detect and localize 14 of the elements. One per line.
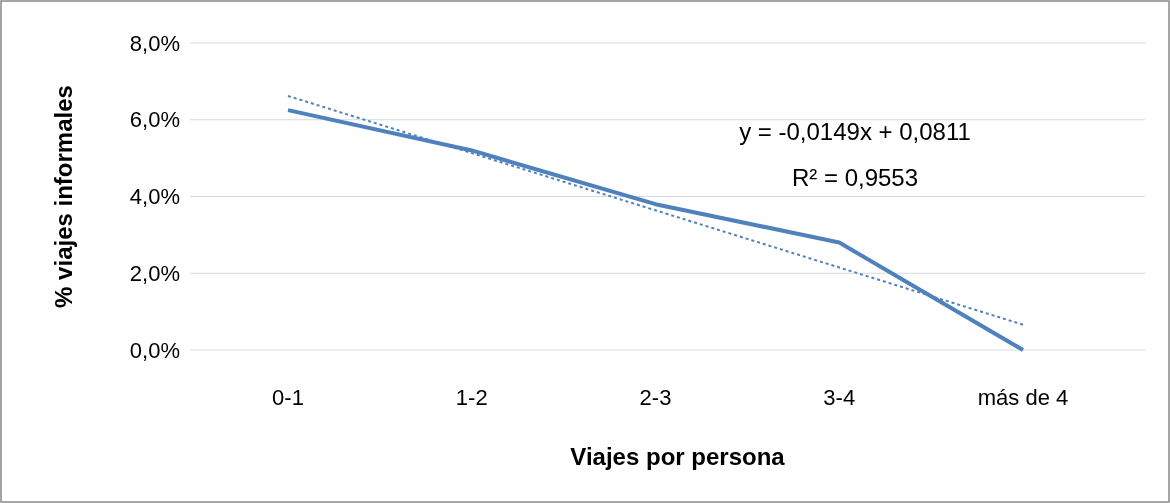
x-tick-label: 2-3 xyxy=(639,385,672,410)
y-tick-label: 4,0% xyxy=(129,184,180,210)
y-tick-label: 0,0% xyxy=(129,337,180,363)
annotation: R² = 0,9553 xyxy=(791,164,919,191)
x-tick-label: 1-2 xyxy=(455,385,488,410)
x-tick-label: 0-1 xyxy=(272,385,304,410)
y-axis-title: % viajes informales xyxy=(50,85,77,308)
y-tick-label: 6,0% xyxy=(129,107,180,133)
x-tick-label: 3-4 xyxy=(823,385,856,410)
x-tick-label: más de 4 xyxy=(977,385,1069,410)
y-tick-label: 2,0% xyxy=(129,260,180,286)
x-axis-title: Viajes por persona xyxy=(570,443,786,470)
y-tick-label: 8,0% xyxy=(129,30,180,56)
annotation: y = -0,0149x + 0,0811 xyxy=(739,118,971,145)
